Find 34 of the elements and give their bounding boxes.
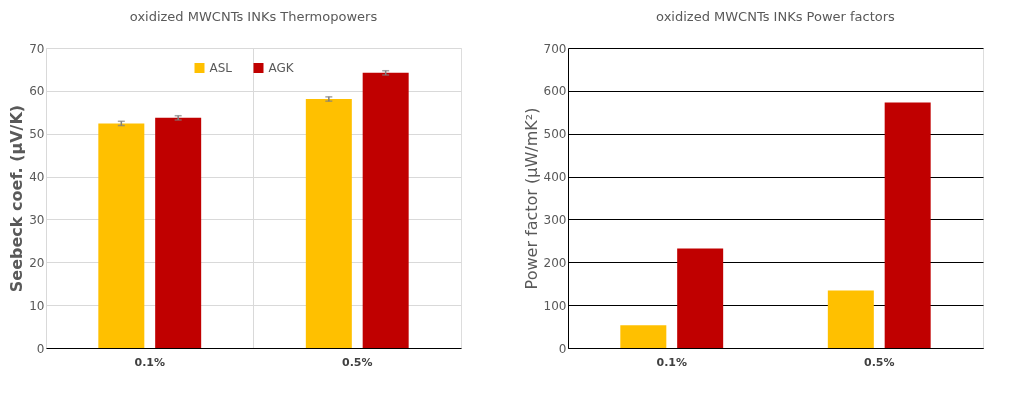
y-tick-label: 50 — [29, 127, 45, 142]
y-axis-title: Seebeck coef. (μV/K) — [7, 104, 27, 293]
x-tick-label: 0.5% — [863, 355, 895, 369]
legend-label: AGK — [268, 61, 295, 75]
y-tick-label: 400 — [543, 170, 567, 185]
y-tick-label: 10 — [29, 298, 45, 313]
y-tick-label: 30 — [29, 212, 45, 227]
legend-label: ASL — [209, 61, 233, 75]
bar — [98, 123, 145, 348]
y-tick-label: 200 — [543, 255, 567, 270]
y-tick-label: 600 — [543, 84, 567, 99]
x-tick-label: 0.5% — [341, 355, 373, 369]
bar — [620, 325, 667, 348]
bar — [155, 117, 202, 348]
y-tick-label: 0 — [36, 341, 45, 356]
chart-title: oxidized MWCNTs INKs Thermopowers — [129, 9, 378, 24]
y-tick-label: 40 — [29, 170, 45, 185]
y-tick-label: 60 — [29, 84, 45, 99]
bar — [884, 102, 931, 348]
bar — [362, 72, 409, 348]
y-axis-title: Power factor (μW/mK²) — [521, 107, 541, 290]
x-tick-label: 0.1% — [656, 355, 688, 369]
y-tick-label: 100 — [543, 298, 567, 313]
y-tick-label: 0 — [558, 341, 567, 356]
x-tick-label: 0.1% — [134, 355, 166, 369]
y-tick-label: 20 — [29, 255, 45, 270]
bar — [677, 248, 724, 348]
chart-title: oxidized MWCNTs INKs Power factors — [656, 9, 896, 24]
bar — [305, 99, 352, 348]
bar — [827, 290, 874, 348]
y-tick-label: 300 — [543, 212, 567, 227]
y-tick-label: 700 — [543, 41, 567, 56]
y-tick-label: 70 — [29, 41, 45, 56]
y-tick-label: 500 — [543, 127, 567, 142]
